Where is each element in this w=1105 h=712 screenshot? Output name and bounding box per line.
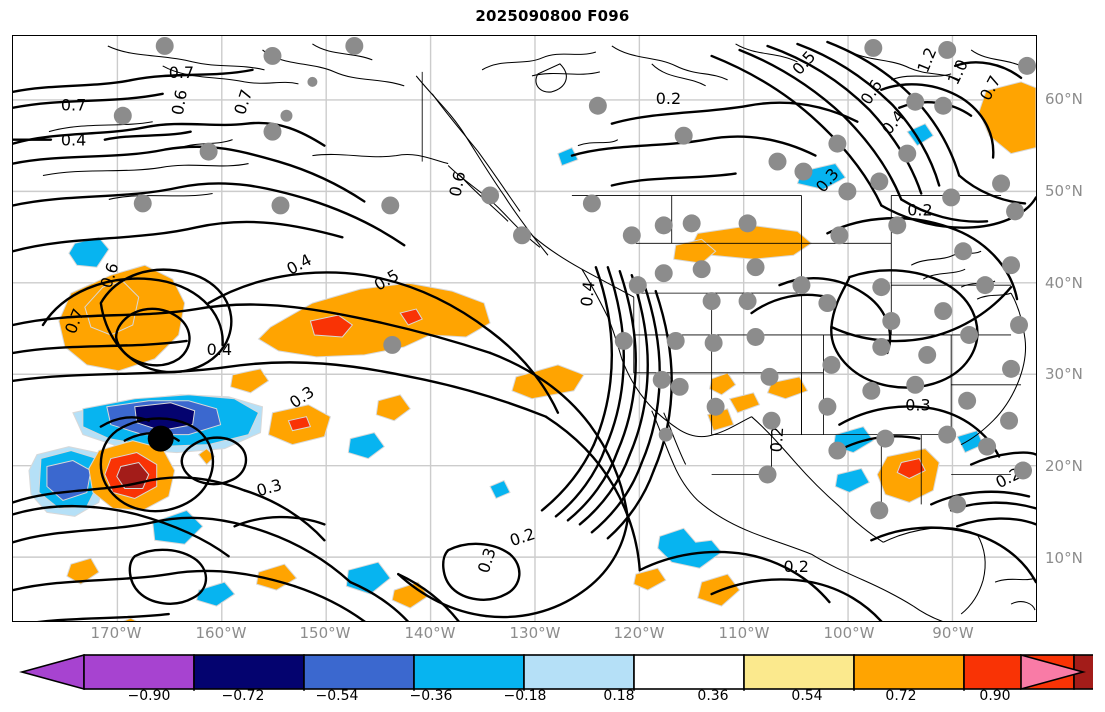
svg-text:0.4: 0.4	[878, 107, 909, 139]
map-canvas: 0.7 0.7 0.4 0.6 0.7 0.6 0.7 0.6 0.4 0.5 …	[13, 36, 1036, 621]
lat-label-40n: 40°N	[1045, 274, 1083, 292]
svg-text:0.2: 0.2	[783, 557, 808, 576]
svg-text:0.6: 0.6	[168, 88, 191, 116]
cb-cell-2	[303, 654, 415, 690]
lat-label-30n: 30°N	[1045, 365, 1083, 383]
lon-label-6: 110°W	[718, 624, 770, 642]
cb-extend-min	[18, 653, 85, 691]
svg-text:0.4: 0.4	[207, 340, 232, 359]
svg-text:0.3: 0.3	[254, 475, 284, 500]
lon-label-0: 170°W	[90, 624, 142, 642]
lon-label-1: 160°W	[195, 624, 247, 642]
coastlines	[42, 43, 1036, 621]
cb-tick-2: −0.54	[315, 688, 359, 704]
cb-tick-8: 0.72	[885, 688, 917, 704]
svg-text:0.7: 0.7	[230, 87, 256, 117]
lat-label-10n: 10°N	[1045, 549, 1083, 567]
cb-tick-0: −0.90	[127, 688, 171, 704]
contours	[13, 40, 1036, 621]
cb-tick-7: 0.54	[791, 688, 823, 704]
svg-text:1.0: 1.0	[944, 56, 972, 87]
lon-label-4: 130°W	[509, 624, 561, 642]
cb-tick-1: −0.72	[221, 688, 265, 704]
cb-cell-0	[83, 654, 195, 690]
cb-tick-5: 0.18	[603, 688, 635, 704]
lon-label-3: 140°W	[404, 624, 456, 642]
contour-label-04: 0.4	[61, 131, 86, 150]
svg-text:0.3: 0.3	[905, 396, 930, 415]
cyclone-center-marker	[147, 425, 174, 452]
svg-text:1.2: 1.2	[913, 45, 940, 76]
svg-text:0.7: 0.7	[169, 63, 194, 82]
lat-label-20n: 20°N	[1045, 457, 1083, 475]
cb-cell-6	[743, 654, 855, 690]
svg-text:0.3: 0.3	[474, 545, 500, 575]
cb-tick-6: 0.36	[697, 688, 729, 704]
lon-label-8: 90°W	[932, 624, 974, 642]
cb-tick-4: −0.18	[503, 688, 547, 704]
cb-extend-max	[1020, 653, 1087, 691]
cb-tick-3: −0.36	[409, 688, 453, 704]
lon-label-5: 120°W	[613, 624, 665, 642]
cb-cell-5	[633, 654, 745, 690]
figure-title: 2025090800 F096	[475, 7, 630, 25]
svg-text:0.2: 0.2	[907, 200, 932, 219]
cb-tick-9: 0.90	[979, 688, 1011, 704]
lat-label-50n: 50°N	[1045, 182, 1083, 200]
cb-cell-7	[853, 654, 965, 690]
lon-label-7: 100°W	[823, 624, 875, 642]
svg-text:0.2: 0.2	[767, 426, 788, 453]
svg-text:0.4: 0.4	[577, 280, 599, 307]
colorbar	[12, 653, 1093, 691]
lon-label-2: 150°W	[299, 624, 351, 642]
map-axes: 0.7 0.7 0.4 0.6 0.7 0.6 0.7 0.6 0.4 0.5 …	[12, 35, 1037, 622]
lat-label-60n: 60°N	[1045, 90, 1083, 108]
colorbar-canvas	[18, 653, 1093, 691]
station-markers	[113, 36, 1036, 520]
cb-cell-1	[193, 654, 305, 690]
cb-cell-3	[413, 654, 525, 690]
svg-text:0.7: 0.7	[61, 96, 86, 115]
svg-text:0.2: 0.2	[656, 89, 681, 108]
cb-cell-4	[523, 654, 635, 690]
svg-text:0.2: 0.2	[507, 524, 537, 550]
svg-text:0.6: 0.6	[445, 170, 469, 199]
